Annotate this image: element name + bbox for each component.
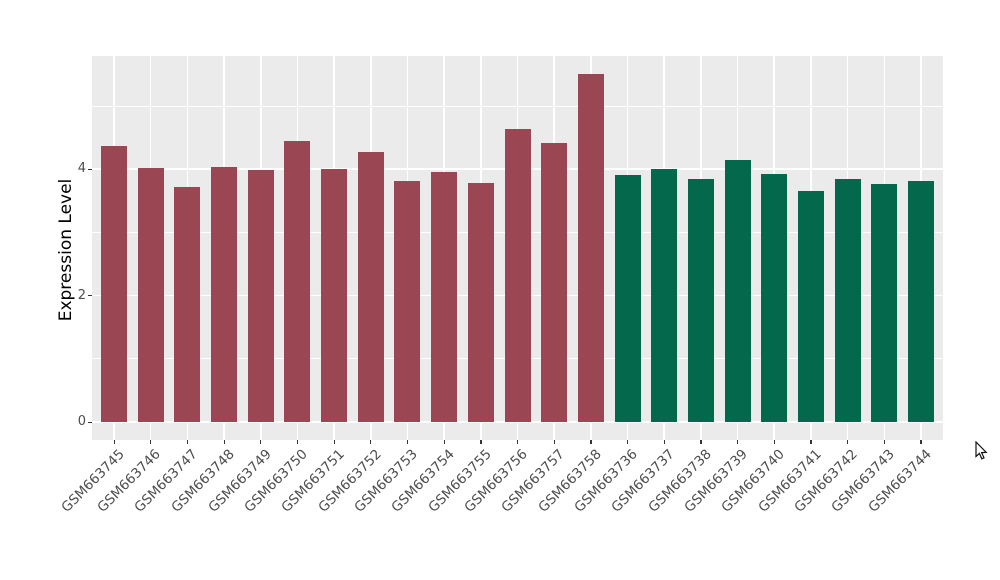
y-tick-label: 4 (77, 161, 86, 177)
x-axis-tick (627, 440, 629, 444)
bar-GSM663746 (137, 167, 164, 422)
x-axis-tick (333, 440, 335, 444)
bar-GSM663751 (321, 168, 348, 422)
bar-GSM663749 (247, 170, 274, 422)
bar-GSM663737 (651, 169, 678, 422)
bar-GSM663740 (761, 173, 788, 422)
bar-GSM663750 (284, 140, 311, 422)
x-axis-tick (700, 440, 702, 444)
x-axis-tick (553, 440, 555, 444)
bar-GSM663744 (907, 180, 934, 422)
x-axis-tick (223, 440, 225, 444)
x-axis-tick (296, 440, 299, 444)
bar-GSM663739 (724, 160, 751, 422)
x-axis-tick (480, 440, 482, 444)
y-axis-tick (88, 421, 92, 423)
mouse-cursor-icon (975, 441, 988, 460)
bar-GSM663745 (101, 145, 127, 422)
bar-GSM663747 (174, 186, 201, 422)
bar-GSM663757 (541, 142, 568, 422)
plot-panel (92, 56, 943, 440)
x-axis-tick (920, 440, 922, 444)
x-axis-tick (663, 440, 665, 444)
bar-GSM663743 (871, 183, 898, 422)
bar-GSM663736 (614, 174, 641, 422)
bar-GSM663752 (357, 152, 384, 422)
x-axis-tick (406, 440, 409, 444)
bar-GSM663754 (431, 172, 458, 422)
x-axis-tick (113, 440, 115, 444)
x-axis-tick (773, 440, 775, 444)
y-axis-tick (88, 295, 92, 297)
y-tick-label: 2 (77, 287, 86, 303)
y-tick-label: 0 (77, 414, 86, 429)
x-axis-tick (517, 440, 519, 444)
bar-GSM663741 (797, 190, 824, 422)
x-axis-tick (370, 440, 372, 444)
x-axis-tick (443, 440, 445, 444)
x-axis-tick (150, 440, 152, 444)
bar-GSM663756 (504, 129, 531, 422)
bar-GSM663755 (467, 183, 494, 422)
bar-GSM663742 (834, 179, 861, 422)
bar-GSM663758 (577, 73, 604, 422)
bar-GSM663738 (687, 179, 714, 422)
y-axis-tick (88, 168, 92, 170)
x-axis-tick (883, 440, 885, 444)
x-axis-tick (186, 440, 189, 444)
x-axis-tick (847, 440, 849, 444)
bar-GSM663748 (211, 167, 238, 422)
x-axis-tick (810, 440, 812, 444)
x-axis-tick (590, 440, 592, 444)
x-axis-tick (737, 440, 739, 444)
bar-GSM663753 (394, 180, 421, 422)
x-axis-tick (260, 440, 262, 444)
